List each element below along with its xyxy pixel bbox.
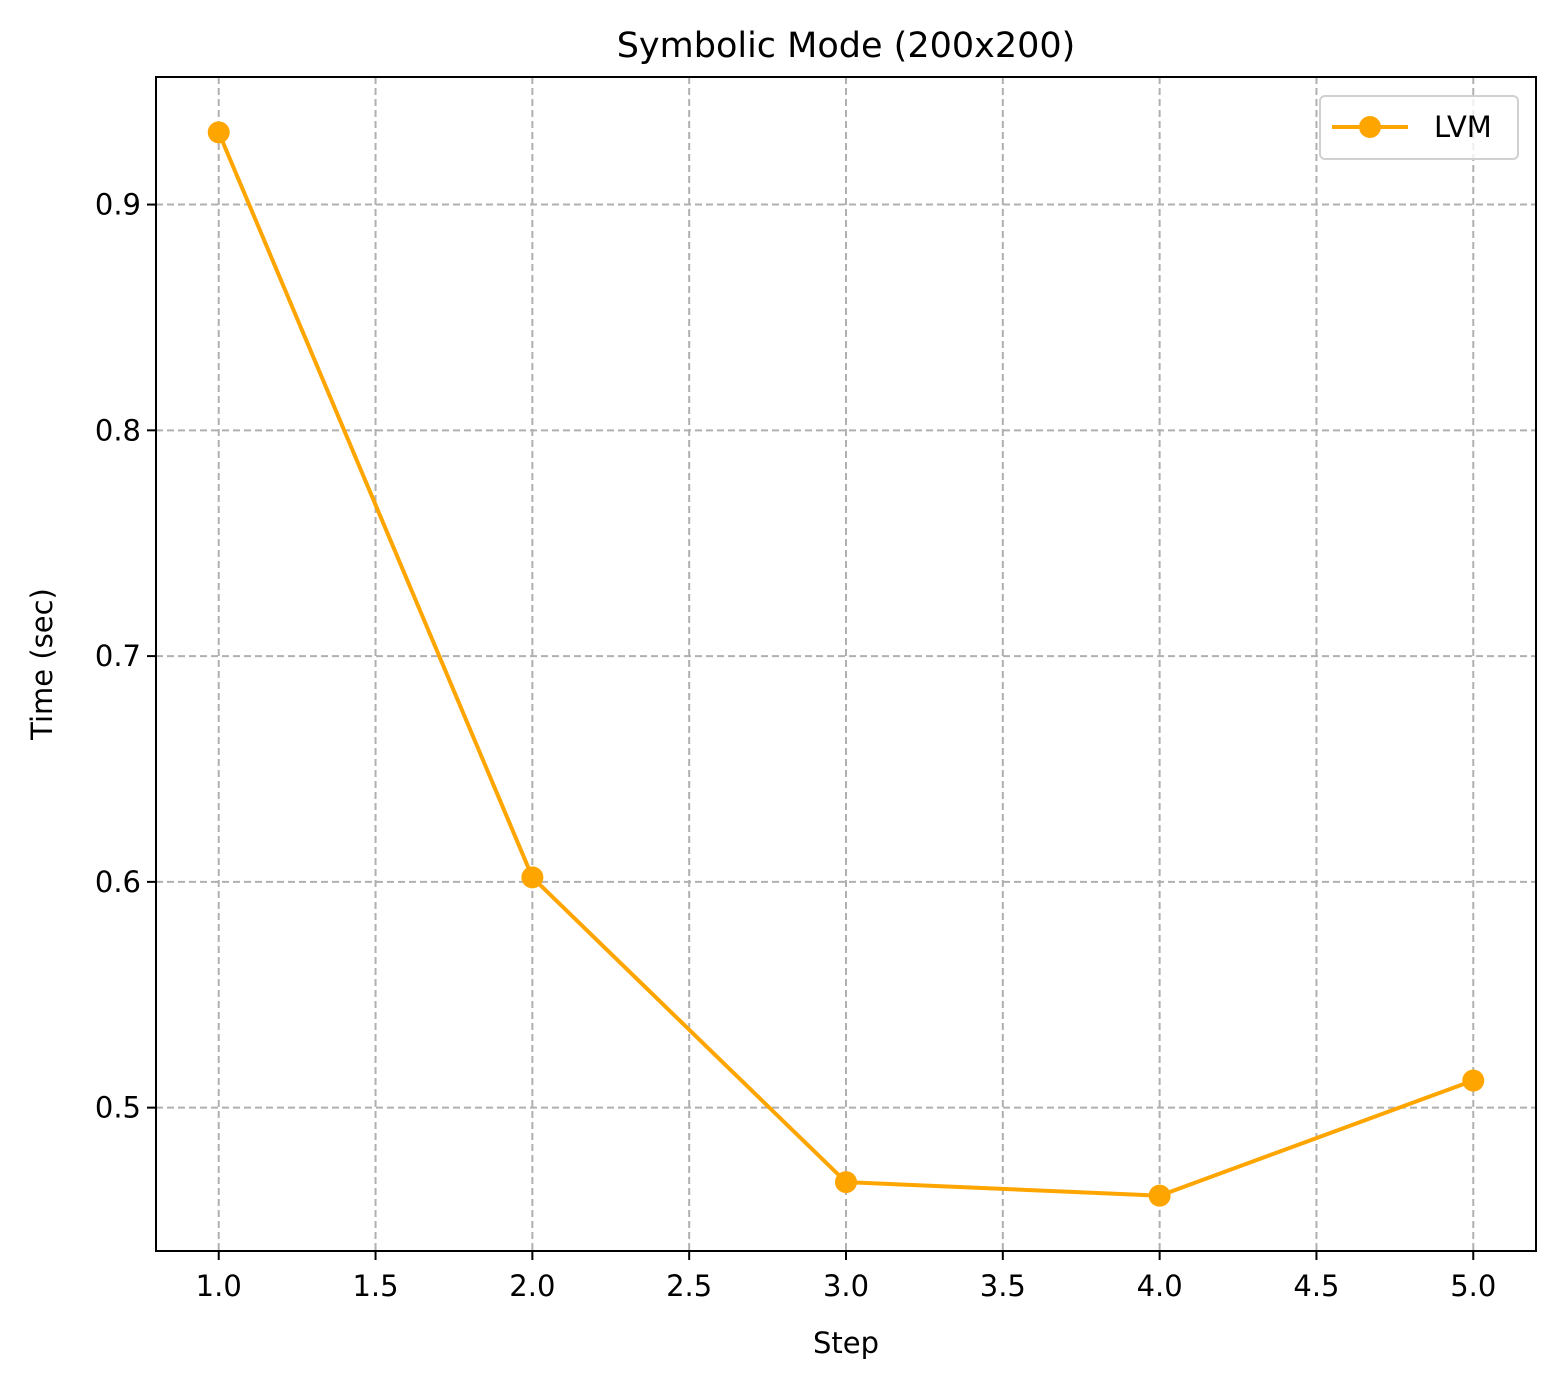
data-point [835,1171,857,1194]
x-tick-label: 3.5 [980,1269,1026,1303]
legend-label-lvm: LVM [1434,110,1492,144]
y-axis-label: Time (sec) [25,588,59,741]
x-tick-label: 1.5 [352,1269,398,1303]
data-point [1148,1184,1171,1207]
grid-lines [156,77,1536,1251]
x-axis-label: Step [813,1326,879,1360]
x-tick-label: 1.0 [196,1269,242,1303]
y-tick-label: 0.5 [95,1091,141,1125]
data-point [521,866,544,889]
x-ticks: 1.0 1.5 2.0 2.5 3.0 3.5 4.0 4.5 5.0 [196,1251,1496,1303]
y-tick-label: 0.8 [95,413,141,447]
chart-title: Symbolic Mode (200x200) [617,26,1076,66]
series-layer [207,121,1485,1207]
legend-marker-lvm [1359,116,1381,138]
legend-box [1319,95,1519,160]
x-tick-label: 2.5 [666,1269,712,1303]
x-tick-label: 5.0 [1450,1269,1496,1303]
x-tick-label: 4.0 [1137,1269,1183,1303]
data-point [207,121,230,144]
y-tick-label: 0.6 [95,865,141,899]
legend: LVM [1319,95,1519,160]
x-tick-label: 3.0 [823,1269,869,1303]
y-tick-label: 0.7 [95,639,141,673]
y-ticks: 0.5 0.6 0.7 0.8 0.9 [95,188,156,1125]
y-tick-label: 0.9 [95,188,141,222]
x-tick-label: 4.5 [1293,1269,1339,1303]
x-tick-label: 2.0 [509,1269,555,1303]
data-point [1462,1069,1485,1092]
